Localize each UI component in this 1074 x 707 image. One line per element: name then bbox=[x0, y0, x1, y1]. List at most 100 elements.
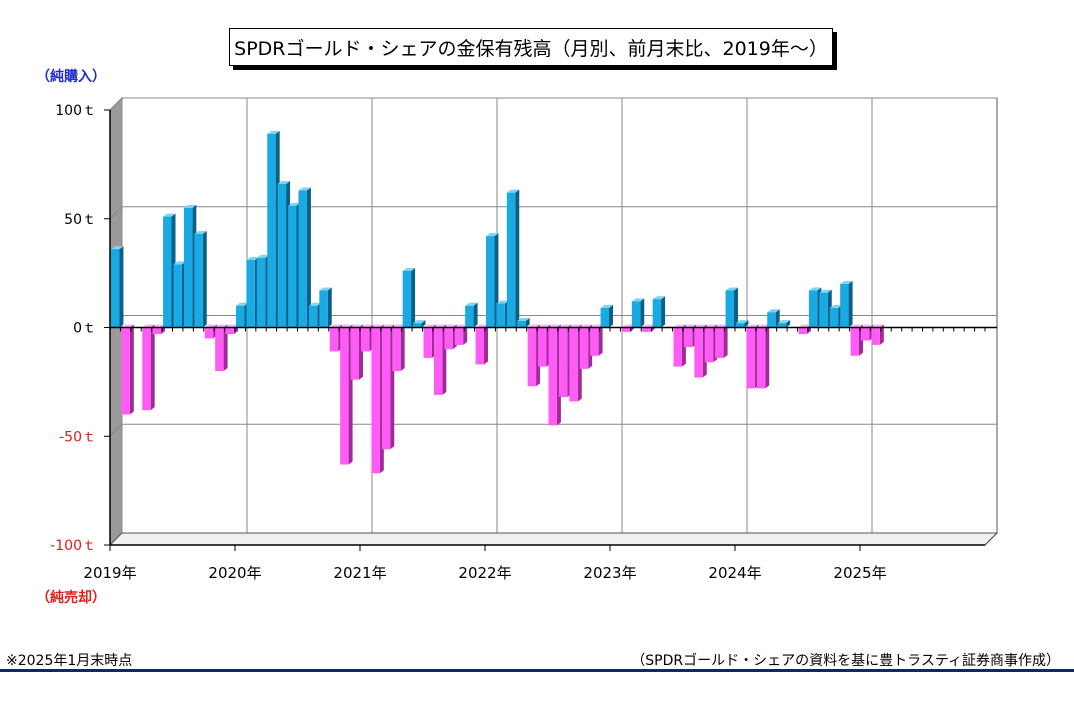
bar-negative bbox=[704, 327, 714, 363]
bar-top bbox=[631, 298, 645, 302]
bar-positive bbox=[829, 307, 839, 328]
bar-top bbox=[402, 267, 416, 271]
bar-side bbox=[150, 324, 155, 411]
bar-positive bbox=[819, 292, 828, 328]
bar-positive bbox=[111, 249, 120, 328]
bar-side bbox=[223, 324, 228, 371]
x-tick-label: 2021年 bbox=[333, 564, 386, 582]
y-gridline-side bbox=[109, 97, 123, 111]
x-tick-label: 2022年 bbox=[458, 564, 511, 582]
bar-positive bbox=[517, 320, 526, 328]
bar-top bbox=[246, 257, 259, 261]
bar-side bbox=[515, 189, 520, 328]
bar-positive bbox=[486, 236, 495, 328]
bar-side bbox=[119, 246, 124, 328]
bar-top bbox=[777, 320, 791, 324]
bar-positive bbox=[506, 192, 516, 328]
bar-side bbox=[525, 317, 530, 328]
source-note: （SPDRゴールド・シェアの資料を基に豊トラスティ証券商事作成） bbox=[631, 653, 1060, 669]
bar-side bbox=[598, 324, 603, 356]
bar-positive bbox=[808, 290, 818, 328]
bar-positive bbox=[413, 323, 422, 328]
bar-negative bbox=[350, 327, 359, 380]
bar-top bbox=[163, 213, 176, 217]
bar-negative bbox=[569, 327, 578, 402]
bar-positive bbox=[402, 270, 412, 328]
bar-top bbox=[319, 287, 332, 291]
bar-side bbox=[306, 187, 311, 328]
x-tick-label: 2020年 bbox=[208, 564, 261, 582]
bar-top bbox=[236, 302, 249, 306]
x-tick-label: 2019年 bbox=[83, 564, 136, 582]
bar-positive bbox=[183, 207, 193, 328]
bar-negative bbox=[683, 327, 693, 348]
x-axis-edge bbox=[984, 532, 998, 546]
bar-top bbox=[465, 302, 478, 306]
bar-side bbox=[400, 324, 405, 371]
bar-top bbox=[808, 287, 822, 291]
y-tick-label: 50ｔ bbox=[64, 212, 96, 228]
bar-top bbox=[173, 261, 186, 265]
bar-top bbox=[267, 130, 280, 134]
bar-negative bbox=[579, 327, 589, 369]
bar-side bbox=[765, 324, 770, 389]
bar-negative bbox=[798, 327, 807, 335]
bar-side bbox=[661, 296, 666, 328]
bar-negative bbox=[715, 327, 724, 358]
bar-top bbox=[736, 320, 749, 324]
net-buy-label: （純購入） bbox=[36, 69, 106, 85]
bar-negative bbox=[861, 327, 870, 341]
bar-side bbox=[327, 287, 332, 328]
bar-negative bbox=[694, 327, 703, 378]
bar-positive bbox=[173, 264, 182, 328]
bar-top bbox=[652, 296, 666, 300]
bar-negative bbox=[340, 327, 349, 465]
bar-negative bbox=[392, 327, 401, 371]
bar-top bbox=[111, 246, 124, 250]
bar-negative bbox=[475, 327, 484, 365]
bar-negative bbox=[538, 327, 547, 367]
bar-top bbox=[600, 304, 613, 308]
bar-negative bbox=[746, 327, 755, 389]
y-gridline-side bbox=[109, 206, 123, 220]
bar-negative bbox=[673, 327, 682, 367]
bar-side bbox=[129, 324, 134, 415]
bottom-divider bbox=[0, 669, 1074, 672]
bar-positive bbox=[652, 299, 662, 328]
bar-side bbox=[786, 320, 791, 328]
bar-negative bbox=[558, 327, 568, 398]
bar-side bbox=[723, 324, 728, 358]
bar-top bbox=[183, 204, 197, 208]
bar-negative bbox=[215, 327, 224, 371]
bar-negative bbox=[142, 327, 151, 411]
bar-negative bbox=[329, 327, 339, 352]
bar-positive bbox=[767, 312, 776, 328]
bar-side bbox=[640, 298, 645, 328]
as-of-note: ※2025年1月末時点 bbox=[6, 653, 133, 669]
bar-negative bbox=[548, 327, 557, 426]
bar-negative bbox=[454, 327, 464, 345]
bar-negative bbox=[423, 327, 432, 358]
bar-positive bbox=[319, 290, 328, 328]
bar-positive bbox=[840, 284, 849, 328]
bar-side bbox=[744, 320, 749, 328]
plot-floor bbox=[108, 532, 999, 546]
bar-positive bbox=[631, 301, 641, 328]
bar-negative bbox=[371, 327, 380, 474]
bar-negative bbox=[871, 327, 880, 345]
bar-top bbox=[413, 320, 426, 324]
bar-negative bbox=[433, 327, 443, 395]
bar-top bbox=[725, 287, 738, 291]
bar-positive bbox=[194, 233, 203, 328]
net-sell-label: （純売却） bbox=[36, 590, 106, 606]
bar-positive bbox=[236, 305, 245, 328]
bar-positive bbox=[256, 257, 266, 328]
bar-side bbox=[734, 287, 738, 328]
bar-top bbox=[308, 302, 322, 306]
bar-negative bbox=[527, 327, 537, 387]
bar-top bbox=[506, 189, 520, 193]
bar-side bbox=[484, 324, 488, 365]
bar-positive bbox=[267, 133, 276, 328]
y-tick-label: -50ｔ bbox=[59, 429, 96, 445]
